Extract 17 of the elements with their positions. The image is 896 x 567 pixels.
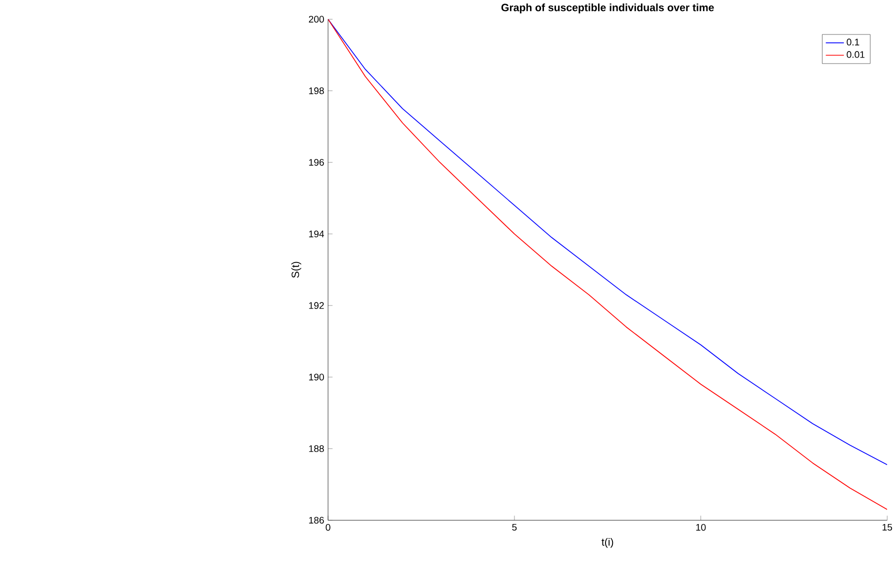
x-axis-title: t(i): [602, 538, 614, 548]
y-tick-label: 196: [309, 159, 324, 166]
y-tick-label: 186: [309, 516, 324, 524]
x-tick-label: 15: [882, 524, 892, 531]
y-tick-label: 198: [309, 88, 324, 94]
y-tick-label: 200: [308, 16, 324, 23]
y-tick-label: 192: [309, 302, 324, 310]
y-axis-title: S(t): [291, 262, 302, 278]
x-tick-label: 5: [512, 524, 517, 531]
x-tick-label: 10: [696, 524, 706, 531]
y-tick-label: 194: [309, 230, 324, 238]
x-tick-label: 0: [326, 524, 330, 531]
chart-title: Graph of susceptible individuals over time: [501, 4, 714, 14]
y-tick-label: 190: [309, 374, 324, 381]
legend-label: 0.1: [846, 38, 860, 46]
legend-label: 0.01: [846, 51, 864, 58]
y-tick-label: 188: [309, 445, 324, 452]
